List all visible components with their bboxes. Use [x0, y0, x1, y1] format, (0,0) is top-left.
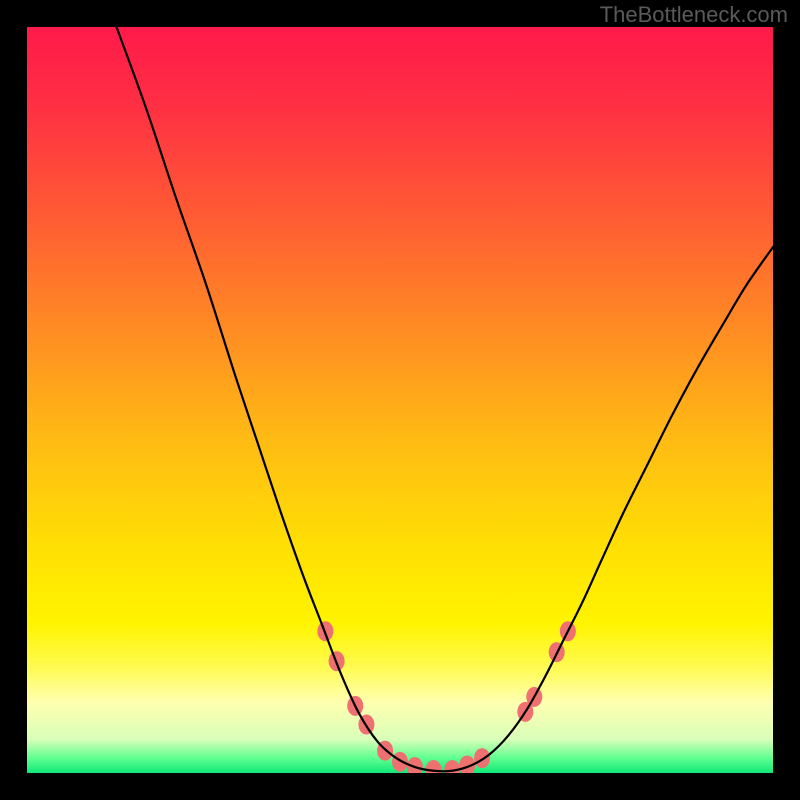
watermark-text: TheBottleneck.com [600, 2, 788, 28]
marker-point [392, 752, 408, 772]
plot-background [27, 27, 773, 773]
chart-svg [0, 0, 800, 800]
chart-stage: TheBottleneck.com [0, 0, 800, 800]
marker-point [474, 748, 490, 768]
